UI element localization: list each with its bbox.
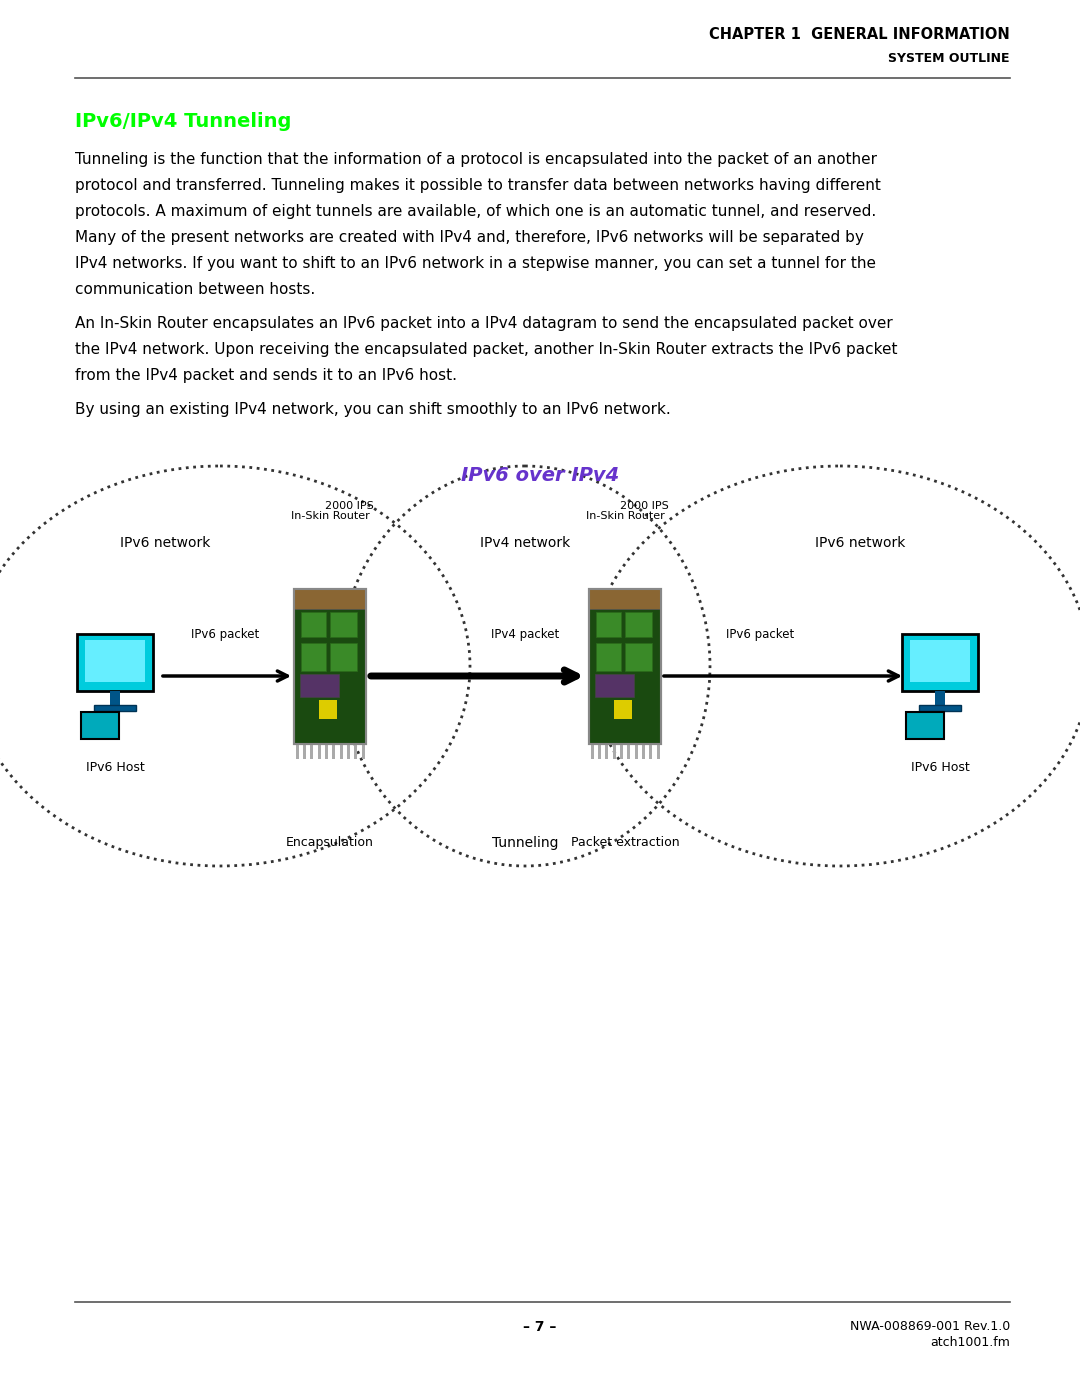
Text: IPv6 Host: IPv6 Host	[85, 761, 145, 774]
Text: IPv4 packet: IPv4 packet	[491, 629, 559, 641]
Bar	[589, 588, 661, 609]
Bar	[620, 745, 623, 759]
Text: IPv6/IPv4 Tunneling: IPv6/IPv4 Tunneling	[75, 112, 292, 131]
Text: IPv6 network: IPv6 network	[120, 536, 211, 550]
Bar	[294, 588, 366, 609]
Text: Encapsulation: Encapsulation	[286, 835, 374, 849]
Bar	[596, 612, 621, 637]
Bar	[902, 634, 978, 692]
Bar	[301, 643, 326, 671]
Text: IPv6 network: IPv6 network	[814, 536, 905, 550]
Text: Many of the present networks are created with IPv4 and, therefore, IPv6 networks: Many of the present networks are created…	[75, 231, 864, 244]
Text: – 7 –: – 7 –	[524, 1320, 556, 1334]
Bar	[625, 643, 652, 671]
Bar	[84, 640, 146, 682]
Bar	[625, 612, 652, 637]
Bar	[598, 745, 600, 759]
Bar	[612, 745, 616, 759]
Bar	[627, 745, 630, 759]
Bar	[935, 692, 945, 704]
Bar	[657, 745, 660, 759]
Bar	[906, 712, 944, 739]
Text: IPv6 over IPv4: IPv6 over IPv4	[461, 467, 619, 485]
Bar	[325, 745, 328, 759]
Bar	[615, 700, 632, 718]
Bar	[310, 745, 313, 759]
Bar	[294, 588, 366, 743]
Bar	[339, 745, 342, 759]
Bar	[347, 745, 350, 759]
Text: the IPv4 network. Upon receiving the encapsulated packet, another In-Skin Router: the IPv4 network. Upon receiving the enc…	[75, 342, 897, 358]
Text: IPv6 packet: IPv6 packet	[191, 629, 259, 641]
Bar	[333, 745, 335, 759]
Bar	[294, 588, 366, 743]
Text: from the IPv4 packet and sends it to an IPv6 host.: from the IPv4 packet and sends it to an …	[75, 367, 457, 383]
Bar	[919, 704, 961, 711]
Bar	[635, 745, 637, 759]
Text: Packet extraction: Packet extraction	[570, 835, 679, 849]
Text: atch1001.fm: atch1001.fm	[930, 1336, 1010, 1350]
Bar	[362, 745, 365, 759]
Bar	[110, 692, 120, 704]
Bar	[318, 745, 321, 759]
Text: protocols. A maximum of eight tunnels are available, of which one is an automati: protocols. A maximum of eight tunnels ar…	[75, 204, 876, 219]
Text: 2000 IPS: 2000 IPS	[620, 502, 669, 511]
Text: NWA-008869-001 Rev.1.0: NWA-008869-001 Rev.1.0	[850, 1320, 1010, 1333]
Text: IPv4 network: IPv4 network	[480, 536, 570, 550]
Text: In-Skin Router: In-Skin Router	[585, 511, 664, 521]
Text: Tunneling is the function that the information of a protocol is encapsulated int: Tunneling is the function that the infor…	[75, 152, 877, 168]
Bar	[77, 634, 153, 692]
Text: IPv4 networks. If you want to shift to an IPv6 network in a stepwise manner, you: IPv4 networks. If you want to shift to a…	[75, 256, 876, 271]
Bar	[300, 673, 339, 697]
Bar	[330, 612, 357, 637]
Bar	[296, 745, 298, 759]
Text: Tunneling: Tunneling	[491, 835, 558, 849]
Text: In-Skin Router: In-Skin Router	[291, 511, 369, 521]
Bar	[81, 712, 119, 739]
Text: By using an existing IPv4 network, you can shift smoothly to an IPv6 network.: By using an existing IPv4 network, you c…	[75, 402, 671, 416]
Bar	[354, 745, 357, 759]
Bar	[649, 745, 652, 759]
Text: IPv6 packet: IPv6 packet	[726, 629, 794, 641]
Bar	[595, 673, 634, 697]
Text: IPv6 Host: IPv6 Host	[910, 761, 970, 774]
Bar	[596, 643, 621, 671]
Text: protocol and transferred. Tunneling makes it possible to transfer data between n: protocol and transferred. Tunneling make…	[75, 177, 881, 193]
Bar	[94, 704, 136, 711]
Bar	[301, 612, 326, 637]
Bar	[642, 745, 645, 759]
Bar	[589, 588, 661, 743]
Text: communication between hosts.: communication between hosts.	[75, 282, 315, 298]
Bar	[589, 588, 661, 743]
Bar	[591, 745, 594, 759]
Text: An In-Skin Router encapsulates an IPv6 packet into a IPv4 datagram to send the e: An In-Skin Router encapsulates an IPv6 p…	[75, 316, 893, 331]
Bar	[320, 700, 337, 718]
Text: 2000 IPS: 2000 IPS	[325, 502, 374, 511]
Bar	[302, 745, 306, 759]
Bar	[330, 643, 357, 671]
Bar	[909, 640, 971, 682]
Text: CHAPTER 1  GENERAL INFORMATION: CHAPTER 1 GENERAL INFORMATION	[710, 27, 1010, 42]
Text: SYSTEM OUTLINE: SYSTEM OUTLINE	[889, 52, 1010, 66]
Bar	[605, 745, 608, 759]
